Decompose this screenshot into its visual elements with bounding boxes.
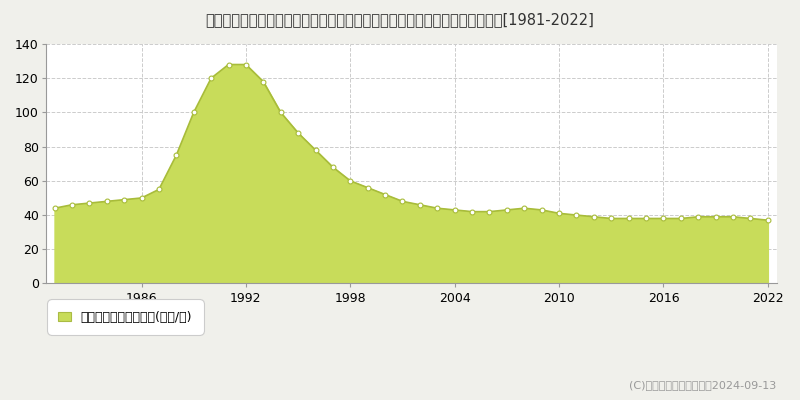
- Text: 東京都西多摩郡瑞穂町大字笥根ケ崎字狭山１８８番６　地価公示　地価推移[1981-2022]: 東京都西多摩郡瑞穂町大字笥根ケ崎字狭山１８８番６ 地価公示 地価推移[1981-…: [206, 12, 594, 27]
- Text: (C)土地価格ドットコム　2024-09-13: (C)土地価格ドットコム 2024-09-13: [629, 380, 776, 390]
- Legend: 地価公示　平均嵪単価(万円/嵪): 地価公示 平均嵪単価(万円/嵪): [52, 304, 198, 330]
